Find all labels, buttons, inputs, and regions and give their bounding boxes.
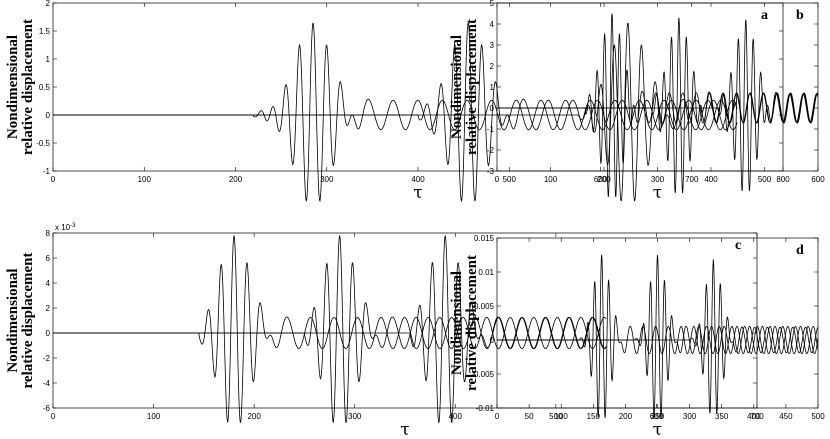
x-tick-label: 0	[51, 412, 56, 421]
y-tick-label: 1.5	[39, 27, 51, 36]
y-tick-label: -0.5	[36, 139, 50, 148]
y-tick-label: 4	[46, 279, 51, 288]
y-axis-label-line2: relative displacement	[20, 19, 36, 155]
series-3-line	[53, 22, 738, 202]
panel-label: d	[796, 243, 804, 258]
y-tick-label: 1	[490, 83, 495, 92]
y-tick-label: 0.5	[39, 83, 51, 92]
plot-frame	[496, 237, 819, 409]
x-tick-label: 600	[594, 175, 608, 184]
x-tick-label: 100	[544, 175, 558, 184]
y-tick-label: -2	[487, 146, 495, 155]
x-tick-label: 300	[683, 412, 697, 421]
y-tick-label: 1	[46, 55, 51, 64]
y-axis-label-line1: Nondimensional	[449, 271, 465, 375]
x-tick-label: 200	[229, 175, 243, 184]
multiplier-exponent: -3	[70, 223, 76, 229]
y-tick-label: 4	[490, 20, 495, 29]
y-tick-label: -0.01	[476, 404, 495, 413]
y-tick-label: -0.005	[471, 370, 494, 379]
y-tick-label: 2	[490, 62, 495, 71]
y-tick-label: 2	[46, 0, 51, 8]
plot-frame	[496, 2, 819, 172]
y-tick-label: -4	[43, 379, 51, 388]
y-tick-label: 0.01	[478, 268, 494, 277]
x-tick-label: 200	[619, 412, 633, 421]
y-tick-label: 0	[46, 329, 51, 338]
x-tick-label: 250	[651, 412, 665, 421]
x-tick-label: 200	[247, 412, 261, 421]
y-tick-label: -1	[487, 125, 495, 134]
y-axis-label-line2: relative displacement	[464, 255, 480, 391]
y-axis-label-line1: Nondimensional	[449, 35, 465, 139]
x-tick-label: 800	[776, 175, 790, 184]
x-tick-label: 100	[147, 412, 161, 421]
x-tick-label: 600	[650, 412, 664, 421]
x-tick-label: 200	[597, 175, 611, 184]
x-tick-label: 300	[651, 175, 665, 184]
x-tick-label: 300	[348, 412, 362, 421]
panel-label: a	[761, 8, 768, 23]
y-tick-label: 0	[46, 111, 51, 120]
y-axis-label-line1: Nondimensional	[5, 268, 21, 372]
y-axis-label-line2: relative displacement	[20, 253, 36, 389]
y-tick-label: 0	[490, 336, 495, 345]
x-tick-label: 0	[495, 412, 500, 421]
series-3-line	[497, 19, 819, 192]
y-tick-label: 3	[490, 41, 495, 50]
y-tick-label: 5	[490, 0, 495, 8]
y-tick-label: 8	[46, 229, 51, 238]
x-tick-label: 500	[758, 175, 772, 184]
y-axis-label-line1: Nondimensional	[5, 35, 21, 139]
x-tick-label: 350	[715, 412, 729, 421]
x-tick-label: 500	[549, 412, 563, 421]
x-tick-label: 300	[320, 175, 334, 184]
x-tick-label: 400	[704, 175, 718, 184]
y-axis-multiplier: x 10-3	[55, 223, 76, 232]
y-tick-label: 2	[46, 304, 51, 313]
y-tick-label: -2	[43, 354, 51, 363]
y-tick-label: -6	[43, 404, 51, 413]
panel-label: c	[735, 238, 741, 253]
x-axis-label: τ	[653, 420, 662, 439]
panel-label: b	[796, 8, 804, 23]
x-tick-label: 450	[779, 412, 793, 421]
y-axis-label-line2: relative displacement	[464, 19, 480, 155]
x-tick-label: 600	[811, 175, 825, 184]
x-tick-label: 500	[503, 175, 517, 184]
x-tick-label: 50	[525, 412, 534, 421]
x-axis-label: τ	[413, 183, 422, 203]
x-tick-label: 700	[685, 175, 699, 184]
series-1-line	[53, 22, 738, 203]
x-tick-label: 400	[411, 175, 425, 184]
x-tick-label: 500	[811, 412, 825, 421]
y-tick-label: 0.005	[474, 302, 495, 311]
panel-d: 0 50 100 150 200 250 300 350 400 450 500 -0.01 -0.00…	[449, 234, 825, 439]
x-tick-label: 150	[587, 412, 601, 421]
x-tick-label: 400	[747, 412, 761, 421]
y-tick-label: -1	[43, 167, 51, 176]
panel-b: 0 100 200 300 400 500 600 -3 -2 -1 0 1 2 3 4 5 b τ Nondime…	[449, 0, 825, 203]
x-tick-label: 700	[750, 412, 764, 421]
x-tick-label: 100	[138, 175, 152, 184]
x-tick-label: 0	[495, 175, 500, 184]
x-tick-label: 400	[449, 412, 463, 421]
series-3-line	[53, 235, 607, 423]
x-axis-label: τ	[400, 420, 409, 439]
y-tick-label: 0	[490, 104, 495, 113]
y-tick-label: 0.015	[474, 234, 495, 243]
y-tick-label: 6	[46, 254, 51, 263]
series-3-line	[497, 258, 819, 414]
plot-frame	[52, 232, 758, 409]
y-tick-label: -3	[487, 167, 495, 176]
x-axis-label: τ	[653, 183, 662, 203]
x-tick-label: 100	[555, 412, 569, 421]
x-tick-label: 0	[51, 175, 56, 184]
multiplier-base: x 10	[55, 223, 71, 232]
panel-a: 0 100 200 300 400 500 600 700 800-1-0.500.511.52…	[5, 0, 790, 203]
series-2-line	[53, 235, 607, 423]
